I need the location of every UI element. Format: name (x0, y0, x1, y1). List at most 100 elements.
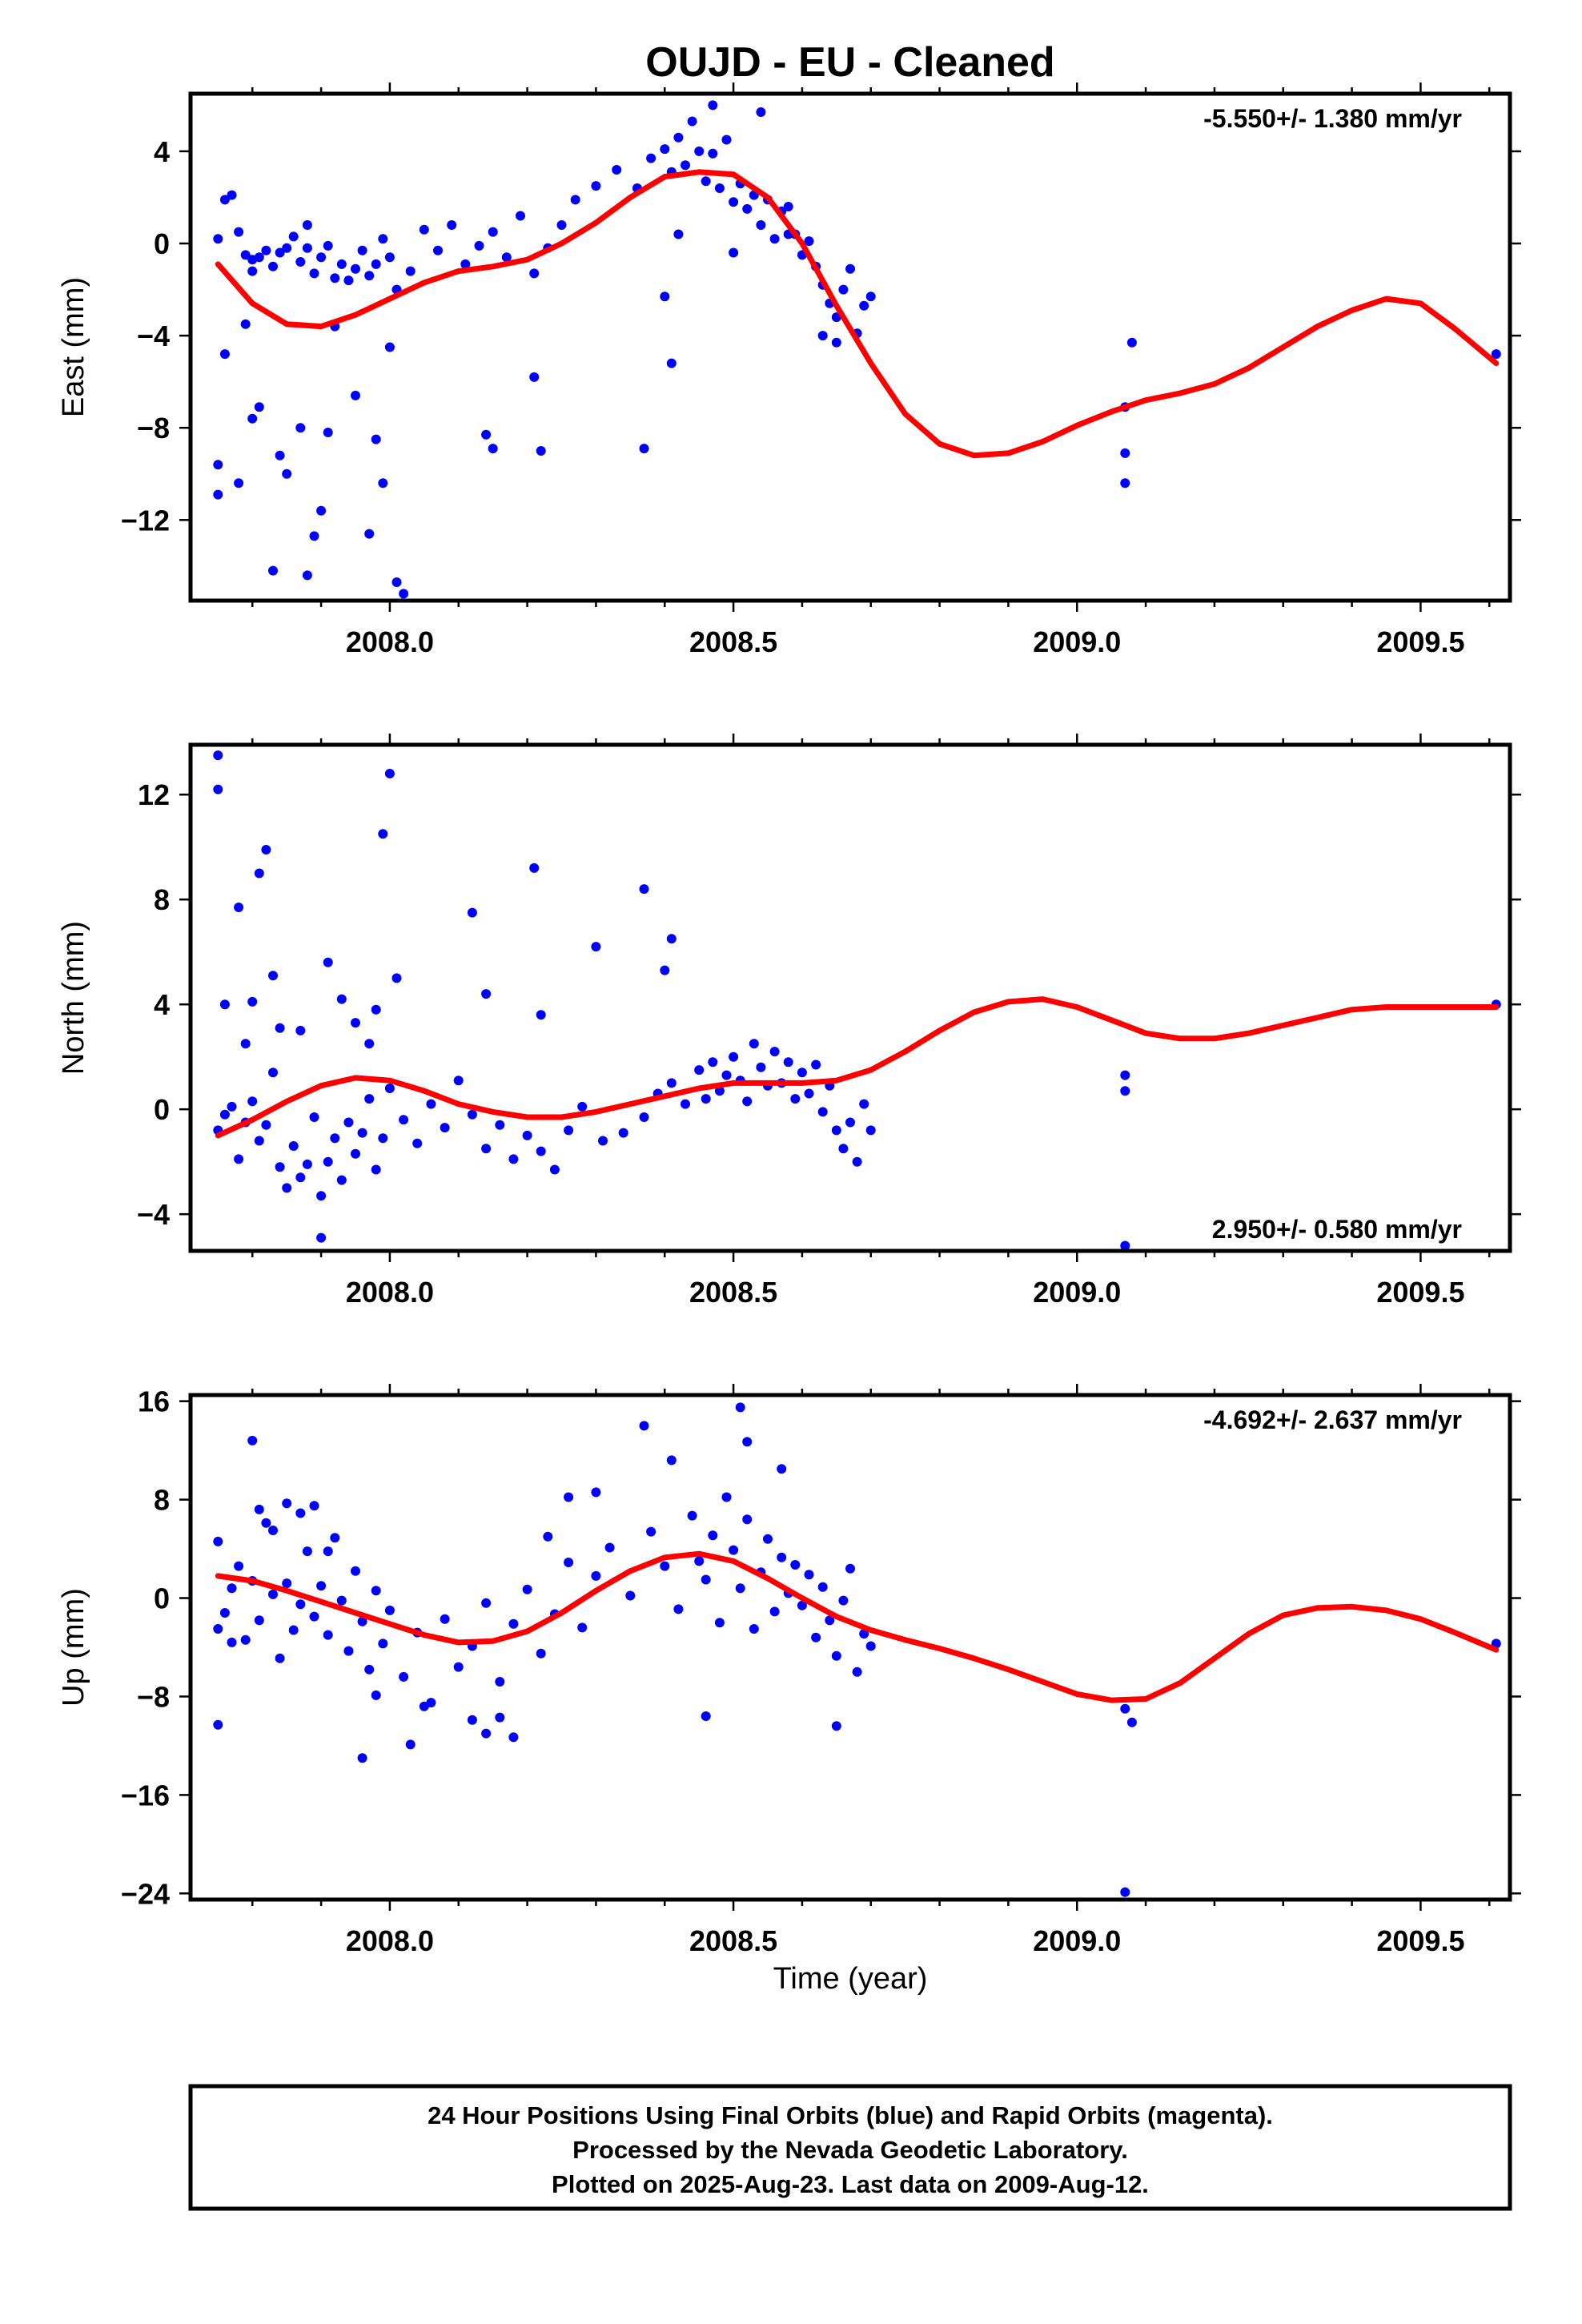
data-point (660, 144, 670, 155)
data-point (721, 135, 732, 145)
data-point (351, 1566, 360, 1576)
data-point (336, 994, 347, 1004)
data-point (384, 342, 395, 352)
data-point (213, 750, 223, 761)
data-point (336, 1175, 347, 1185)
data-point (763, 1534, 773, 1544)
data-point (240, 250, 251, 260)
data-point (453, 1076, 464, 1086)
data-point (219, 1608, 230, 1618)
data-point (254, 1615, 264, 1626)
data-point (577, 1622, 588, 1633)
data-point (474, 240, 484, 251)
data-point (234, 1154, 244, 1164)
data-point (323, 957, 333, 967)
data-point (440, 1123, 450, 1133)
data-point (412, 1138, 423, 1148)
data-point (646, 1526, 656, 1537)
data-point (295, 257, 306, 267)
data-point (708, 148, 718, 159)
data-point (681, 160, 690, 171)
data-point (268, 1589, 278, 1599)
y-tick-label: −16 (121, 1779, 170, 1811)
data-point (735, 1583, 745, 1594)
data-point (865, 292, 876, 302)
data-point (391, 973, 402, 983)
data-point (831, 1651, 841, 1661)
y-tick-label: 0 (154, 1582, 170, 1615)
data-point (323, 240, 333, 251)
fit-curve (215, 1550, 1500, 1703)
data-point (811, 1632, 821, 1642)
data-point (302, 243, 312, 253)
data-point (323, 1156, 333, 1167)
y-tick-label: 12 (138, 778, 170, 811)
data-point (1120, 1070, 1130, 1080)
data-point (302, 570, 312, 581)
x-tick-label: 2009.5 (1376, 1924, 1464, 1957)
data-point (234, 1561, 244, 1571)
data-point (729, 1051, 739, 1062)
data-point (288, 1141, 299, 1151)
y-tick-label: 0 (154, 227, 170, 260)
data-point (742, 1437, 753, 1447)
data-point (460, 259, 471, 269)
data-point (213, 234, 223, 244)
data-point (378, 829, 388, 839)
data-point (316, 1191, 327, 1201)
footer-line-3: Plotted on 2025-Aug-23. Last data on 200… (552, 2170, 1149, 2198)
data-point (797, 1600, 807, 1610)
data-point (357, 1616, 367, 1626)
data-point (234, 903, 244, 912)
y-tick-label: −8 (137, 1680, 170, 1713)
data-point (536, 1648, 546, 1659)
data-point (660, 965, 670, 975)
fit-curve (215, 996, 1500, 1139)
data-point (852, 1667, 862, 1677)
data-point (447, 220, 457, 230)
data-point (1120, 1240, 1130, 1251)
data-point (378, 234, 388, 244)
data-point (797, 1068, 807, 1078)
data-point (371, 1690, 381, 1700)
north-points (213, 750, 1501, 1251)
data-point (831, 1125, 841, 1136)
y-tick-label: 0 (154, 1093, 170, 1126)
x-tick-label: 2008.0 (346, 1276, 434, 1309)
data-point (282, 468, 292, 479)
data-point (213, 460, 223, 470)
data-point (522, 1130, 532, 1140)
data-point (536, 1146, 546, 1156)
x-tick-label: 2009.0 (1033, 1924, 1121, 1957)
data-point (302, 1546, 312, 1557)
data-point (371, 259, 381, 269)
x-tick-label: 2008.5 (689, 1924, 777, 1957)
data-point (309, 1611, 319, 1622)
data-point (687, 1510, 697, 1521)
data-point (865, 1641, 876, 1651)
data-point (405, 1739, 416, 1750)
data-point (825, 1615, 835, 1626)
data-point (666, 358, 677, 368)
data-point (783, 1057, 793, 1068)
data-point (749, 1039, 759, 1049)
data-point (247, 1096, 258, 1107)
y-tick-label: 8 (154, 883, 170, 916)
data-point (282, 243, 292, 253)
data-point (371, 434, 381, 444)
x-tick-label: 2008.5 (689, 625, 777, 658)
data-point (240, 1634, 251, 1645)
data-point (495, 1120, 505, 1130)
data-point (213, 489, 223, 500)
data-point (536, 1010, 546, 1020)
data-point (405, 266, 416, 276)
y-tick-label: −12 (121, 504, 170, 537)
data-point (247, 413, 258, 424)
data-point (660, 292, 670, 302)
data-point (213, 1719, 223, 1730)
data-point (240, 1039, 251, 1049)
x-tick-label: 2009.5 (1376, 625, 1464, 658)
data-point (591, 942, 601, 952)
data-point (811, 1059, 821, 1070)
